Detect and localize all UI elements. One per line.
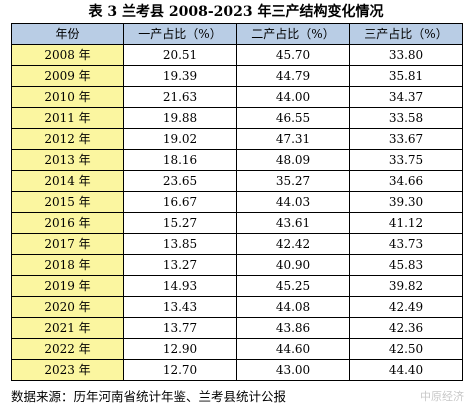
secondary-share-cell: 44.79 (236, 65, 350, 87)
tertiary-share-cell: 42.36 (349, 317, 463, 339)
primary-share-cell: 18.16 (123, 149, 237, 171)
table-container: 年份 一产占比（%） 二产占比（%） 三产占比（%） 2008 年 20.51 45… (11, 23, 463, 381)
secondary-share-cell: 46.55 (236, 107, 350, 129)
table-header: 年份 一产占比（%） 二产占比（%） 三产占比（%） (11, 23, 463, 45)
table-row: 2013 年 18.16 48.09 33.75 (11, 149, 463, 171)
tertiary-share-cell: 33.67 (349, 128, 463, 150)
table-title: 表 3 兰考县 2008-2023 年三产结构变化情况 (88, 4, 384, 20)
data-source-note: 数据来源：历年河南省统计年鉴、兰考县统计公报 (11, 389, 287, 404)
year-cell: 2014 年 (11, 170, 124, 192)
secondary-share-cell: 43.86 (236, 317, 350, 339)
primary-share-cell: 19.39 (123, 65, 237, 87)
tertiary-share-cell: 42.50 (349, 338, 463, 360)
tertiary-share-cell: 33.75 (349, 149, 463, 171)
header-secondary-share: 二产占比（%） (236, 23, 350, 45)
tertiary-share-cell: 41.12 (349, 212, 463, 234)
table-row: 2021 年 13.77 43.86 42.36 (11, 317, 463, 339)
year-cell: 2018 年 (11, 254, 124, 276)
table-row: 2012 年 19.02 47.31 33.67 (11, 128, 463, 150)
year-cell: 2009 年 (11, 65, 124, 87)
primary-share-cell: 12.70 (123, 359, 237, 381)
table-row: 2023 年 12.70 43.00 44.40 (11, 359, 463, 381)
primary-share-cell: 14.93 (123, 275, 237, 297)
primary-share-cell: 13.85 (123, 233, 237, 255)
primary-share-cell: 13.43 (123, 296, 237, 318)
year-cell: 2011 年 (11, 107, 124, 129)
primary-share-cell: 20.51 (123, 44, 237, 66)
tertiary-share-cell: 33.58 (349, 107, 463, 129)
table-row: 2020 年 13.43 44.08 42.49 (11, 296, 463, 318)
header-row: 年份 一产占比（%） 二产占比（%） 三产占比（%） (11, 23, 463, 45)
year-cell: 2010 年 (11, 86, 124, 108)
primary-share-cell: 19.02 (123, 128, 237, 150)
year-cell: 2020 年 (11, 296, 124, 318)
year-cell: 2016 年 (11, 212, 124, 234)
table-row: 2017 年 13.85 42.42 43.73 (11, 233, 463, 255)
table-row: 2018 年 13.27 40.90 45.83 (11, 254, 463, 276)
table-row: 2008 年 20.51 45.70 33.80 (11, 44, 463, 66)
year-cell: 2021 年 (11, 317, 124, 339)
table-row: 2019 年 14.93 45.25 39.82 (11, 275, 463, 297)
watermark: 中原经济 (420, 390, 464, 403)
year-cell: 2015 年 (11, 191, 124, 213)
year-cell: 2023 年 (11, 359, 124, 381)
year-cell: 2022 年 (11, 338, 124, 360)
primary-share-cell: 13.77 (123, 317, 237, 339)
table-row: 2011 年 19.88 46.55 33.58 (11, 107, 463, 129)
year-cell: 2012 年 (11, 128, 124, 150)
secondary-share-cell: 44.00 (236, 86, 350, 108)
tertiary-share-cell: 42.49 (349, 296, 463, 318)
secondary-share-cell: 35.27 (236, 170, 350, 192)
tertiary-share-cell: 35.81 (349, 65, 463, 87)
secondary-share-cell: 44.60 (236, 338, 350, 360)
year-cell: 2019 年 (11, 275, 124, 297)
secondary-share-cell: 45.25 (236, 275, 350, 297)
secondary-share-cell: 44.08 (236, 296, 350, 318)
table-row: 2014 年 23.65 35.27 34.66 (11, 170, 463, 192)
primary-share-cell: 12.90 (123, 338, 237, 360)
primary-share-cell: 13.27 (123, 254, 237, 276)
secondary-share-cell: 43.00 (236, 359, 350, 381)
secondary-share-cell: 43.61 (236, 212, 350, 234)
secondary-share-cell: 44.03 (236, 191, 350, 213)
secondary-share-cell: 48.09 (236, 149, 350, 171)
table-row: 2022 年 12.90 44.60 42.50 (11, 338, 463, 360)
primary-share-cell: 19.88 (123, 107, 237, 129)
primary-share-cell: 21.63 (123, 86, 237, 108)
tertiary-share-cell: 39.82 (349, 275, 463, 297)
table-row: 2015 年 16.67 44.03 39.30 (11, 191, 463, 213)
table-body: 2008 年 20.51 45.70 33.80 2009 年 19.39 44.79 35.… (11, 44, 463, 381)
secondary-share-cell: 45.70 (236, 44, 350, 66)
primary-share-cell: 23.65 (123, 170, 237, 192)
year-cell: 2017 年 (11, 233, 124, 255)
table-row: 2010 年 21.63 44.00 34.37 (11, 86, 463, 108)
tertiary-share-cell: 43.73 (349, 233, 463, 255)
header-year: 年份 (11, 23, 124, 45)
header-tertiary-share: 三产占比（%） (349, 23, 463, 45)
year-cell: 2013 年 (11, 149, 124, 171)
table-row: 2009 年 19.39 44.79 35.81 (11, 65, 463, 87)
data-table: 年份 一产占比（%） 二产占比（%） 三产占比（%） 2008 年 20.51 45… (11, 23, 463, 381)
tertiary-share-cell: 45.83 (349, 254, 463, 276)
tertiary-share-cell: 39.30 (349, 191, 463, 213)
tertiary-share-cell: 34.66 (349, 170, 463, 192)
header-primary-share: 一产占比（%） (123, 23, 237, 45)
primary-share-cell: 15.27 (123, 212, 237, 234)
year-cell: 2008 年 (11, 44, 124, 66)
tertiary-share-cell: 34.37 (349, 86, 463, 108)
table-row: 2016 年 15.27 43.61 41.12 (11, 212, 463, 234)
secondary-share-cell: 40.90 (236, 254, 350, 276)
secondary-share-cell: 42.42 (236, 233, 350, 255)
primary-share-cell: 16.67 (123, 191, 237, 213)
tertiary-share-cell: 44.40 (349, 359, 463, 381)
tertiary-share-cell: 33.80 (349, 44, 463, 66)
secondary-share-cell: 47.31 (236, 128, 350, 150)
